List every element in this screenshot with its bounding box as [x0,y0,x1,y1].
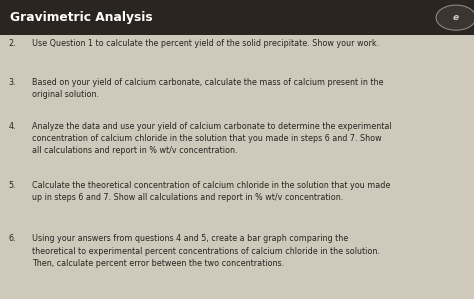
Text: Analyze the data and use your yield of calcium carbonate to determine the experi: Analyze the data and use your yield of c… [32,122,392,155]
Text: Calculate the theoretical concentration of calcium chloride in the solution that: Calculate the theoretical concentration … [32,181,391,202]
Text: Use Question 1 to calculate the percent yield of the solid precipitate. Show you: Use Question 1 to calculate the percent … [32,39,379,48]
FancyBboxPatch shape [0,0,474,35]
Text: 5.: 5. [9,181,16,190]
Text: e: e [453,13,459,22]
Text: Gravimetric Analysis: Gravimetric Analysis [10,11,153,24]
Text: 6.: 6. [9,234,16,243]
Text: 4.: 4. [9,122,16,131]
Circle shape [436,5,474,30]
Text: 2.: 2. [9,39,16,48]
Text: 3.: 3. [9,78,16,87]
Text: Based on your yield of calcium carbonate, calculate the mass of calcium present : Based on your yield of calcium carbonate… [32,78,384,99]
Text: Using your answers from questions 4 and 5, create a bar graph comparing the
theo: Using your answers from questions 4 and … [32,234,380,268]
